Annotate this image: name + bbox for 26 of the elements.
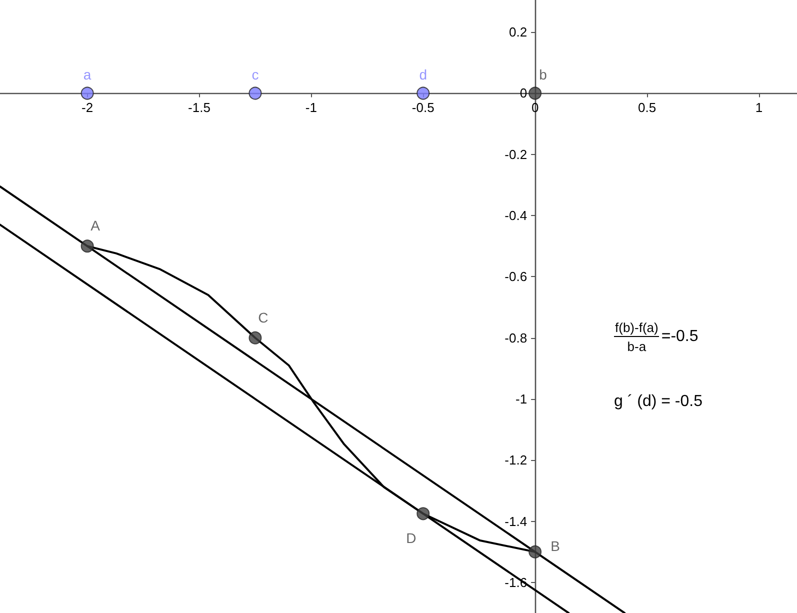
data-label: a (83, 66, 92, 83)
y-tick-label: -0.2 (504, 146, 528, 162)
annotation: =-0.5 (661, 328, 698, 346)
y-tick-label: -0.8 (504, 330, 528, 346)
data-label: B (550, 538, 560, 554)
data-label: D (406, 530, 416, 546)
x-tick-label: -2 (82, 100, 94, 116)
x-tick-label: 1 (755, 100, 763, 116)
data-label: A (90, 218, 101, 234)
annotation: g ´ (d) = -0.5 (614, 393, 702, 411)
annotation: f(b)-f(a) (614, 320, 660, 337)
data-label: d (419, 66, 428, 83)
data-label: c (252, 66, 259, 83)
annotation: b-a (627, 338, 646, 354)
x-tick-label: -1 (305, 100, 317, 116)
x-tick-label: 0.5 (638, 100, 656, 116)
y-tick-label: -1.4 (504, 514, 528, 529)
x-tick-label: -0.5 (412, 100, 434, 116)
data-label: b (539, 66, 548, 83)
y-tick-label: -0.4 (504, 208, 528, 224)
x-tick-label: -1.5 (188, 100, 210, 116)
y-tick-label: -1.2 (504, 452, 528, 468)
data-label: C (258, 309, 268, 326)
y-tick-label: -0.6 (504, 269, 528, 284)
y-tick-label: -1 (516, 391, 528, 406)
y-tick-label: 0.2 (508, 24, 528, 40)
